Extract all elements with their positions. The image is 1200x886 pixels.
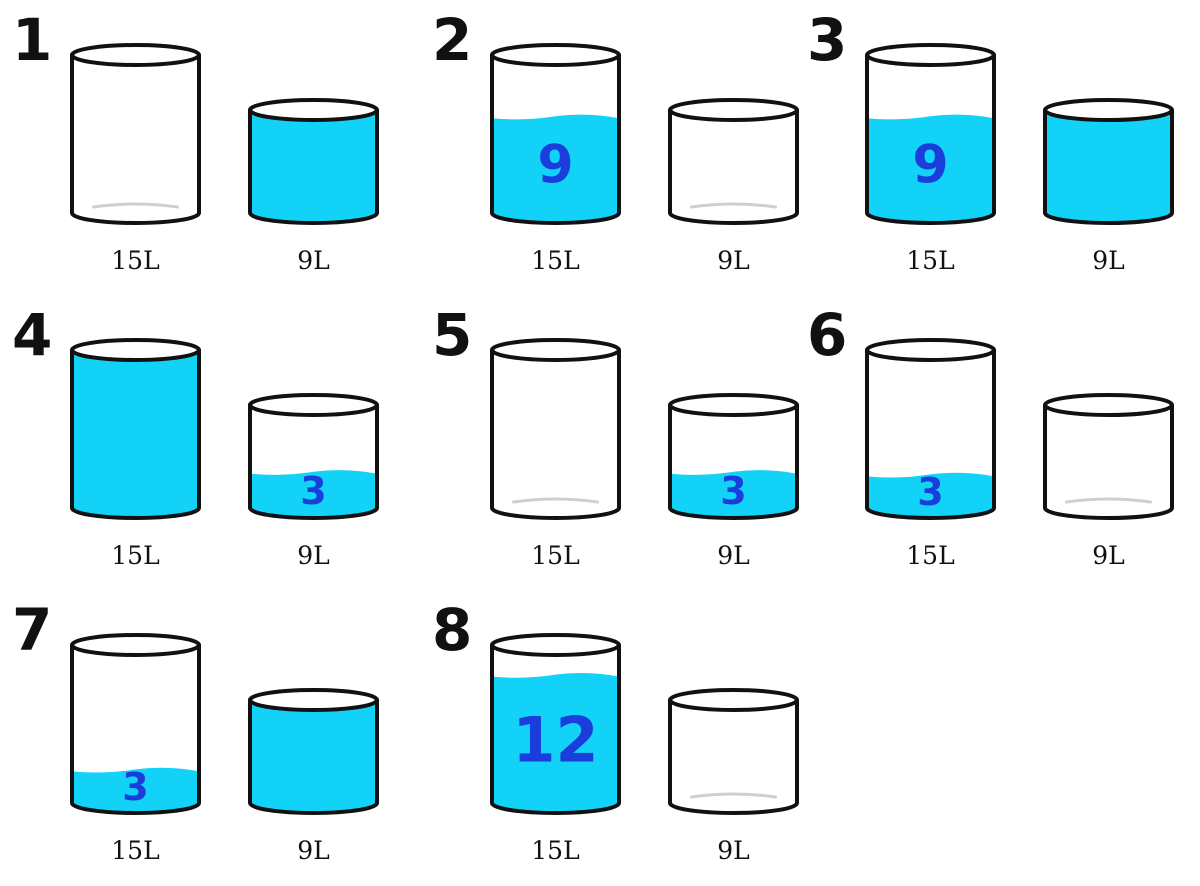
amount-label: 3: [917, 470, 943, 514]
amount-label: 9: [912, 136, 948, 196]
step-number: 1: [12, 6, 52, 74]
water-fill: [1045, 100, 1172, 224]
cylinder-rim: [248, 393, 379, 417]
cylinder-outline: [865, 348, 996, 520]
empty-base-shadow: [690, 792, 777, 799]
capacity-caption: 15L: [111, 541, 159, 570]
step-number: 6: [807, 301, 847, 369]
capacity-caption: 9L: [297, 541, 330, 570]
cylinder-outline: [70, 53, 201, 225]
water-fill: [670, 470, 797, 518]
capacity-caption: 15L: [531, 836, 579, 865]
cylinder-outline: [70, 348, 201, 520]
capacity-caption: 9L: [717, 836, 750, 865]
cylinder-outline: [490, 348, 621, 520]
cylinder-outline: [668, 108, 799, 225]
water-fill: [867, 472, 994, 518]
capacity-caption: 15L: [531, 246, 579, 275]
empty-base-shadow: [1065, 497, 1152, 504]
empty-base-shadow: [512, 497, 599, 504]
water-fill: [492, 114, 619, 224]
capacity-caption: 15L: [111, 246, 159, 275]
step-panel: 7 3 15L 9L: [12, 596, 379, 865]
cylinder-rim: [70, 338, 201, 362]
water-fill: [250, 690, 377, 813]
cylinder-rim: [668, 688, 799, 712]
step-panel: 1 15L 9L: [12, 6, 379, 275]
empty-base-shadow: [690, 202, 777, 209]
capacity-caption: 9L: [1092, 541, 1125, 570]
step-number: 5: [432, 301, 472, 369]
cylinder-outline: [248, 698, 379, 815]
capacity-caption: 9L: [717, 541, 750, 570]
cylinder-outline: [668, 403, 799, 520]
cylinder-rim: [865, 43, 996, 67]
cylinder-rim: [490, 338, 621, 362]
cylinder-outline: [70, 643, 201, 815]
cylinder-rim: [70, 43, 201, 67]
empty-base-shadow: [92, 202, 179, 209]
step-panel: 4 15L 3 9L: [12, 301, 379, 570]
capacity-caption: 15L: [906, 246, 954, 275]
step-panel: 2 9 15L 9L: [432, 6, 799, 275]
cylinder-rim: [1043, 98, 1174, 122]
cylinder-rim: [668, 393, 799, 417]
step-number: 2: [432, 6, 472, 74]
amount-label: 9: [537, 136, 573, 196]
amount-label: 3: [300, 469, 326, 513]
cylinder-outline: [668, 698, 799, 815]
cylinder-outline: [490, 53, 621, 225]
cylinder-outline: [248, 403, 379, 520]
water-fill: [72, 767, 199, 813]
water-fill: [250, 100, 377, 224]
step-number: 7: [12, 596, 52, 664]
cylinder-outline: [1043, 403, 1174, 520]
water-fill: [867, 114, 994, 224]
cylinder-outline: [248, 108, 379, 225]
capacity-caption: 15L: [531, 541, 579, 570]
water-fill: [492, 673, 619, 813]
step-number: 3: [807, 6, 847, 74]
cylinder-outline: [490, 643, 621, 815]
cylinder-rim: [248, 688, 379, 712]
cylinder-rim: [70, 633, 201, 657]
step-number: 4: [12, 301, 52, 369]
step-panel: 5 15L 3 9L: [432, 301, 799, 570]
cylinder-rim: [490, 43, 621, 67]
amount-label: 3: [122, 765, 148, 809]
water-fill: [250, 470, 377, 518]
cylinder-outline: [865, 53, 996, 225]
capacity-caption: 9L: [297, 836, 330, 865]
step-panel: 8 12 15L 9L: [432, 596, 799, 865]
cylinder-rim: [490, 633, 621, 657]
cylinder-outline: [1043, 108, 1174, 225]
capacity-caption: 9L: [297, 246, 330, 275]
amount-label: 12: [512, 703, 598, 776]
cylinder-rim: [865, 338, 996, 362]
cylinder-rim: [1043, 393, 1174, 417]
capacity-caption: 15L: [906, 541, 954, 570]
capacity-caption: 9L: [717, 246, 750, 275]
amount-label: 3: [720, 469, 746, 513]
capacity-caption: 9L: [1092, 246, 1125, 275]
step-panel: 3 9 15L 9L: [807, 6, 1174, 275]
step-number: 8: [432, 596, 472, 664]
step-panel: 6 3 15L 9L: [807, 301, 1174, 570]
water-fill: [72, 340, 199, 518]
cylinder-rim: [668, 98, 799, 122]
cylinder-rim: [248, 98, 379, 122]
capacity-caption: 15L: [111, 836, 159, 865]
